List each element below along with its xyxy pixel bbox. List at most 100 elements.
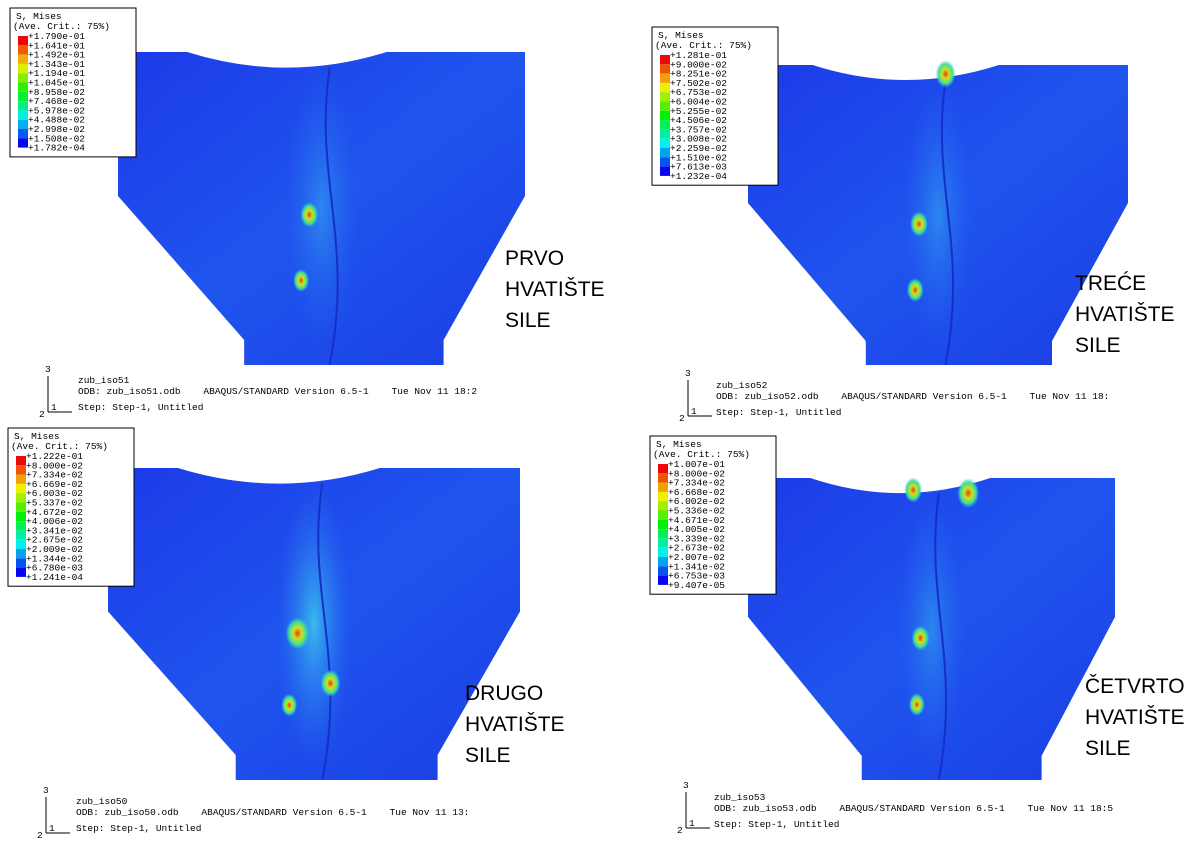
legend-value: +2.673e-02: [668, 543, 725, 554]
legend-value: +1.790e-01: [28, 31, 85, 42]
legend-swatch: [658, 491, 668, 502]
legend-swatch: [660, 120, 670, 130]
load-label: DRUGO: [465, 682, 543, 705]
legend-box: [649, 435, 777, 595]
legend-swatch: [658, 519, 668, 530]
legend-value: +6.668e-02: [668, 487, 725, 498]
legend-value: +2.998e-02: [28, 124, 85, 135]
axis-label: 2: [37, 830, 43, 841]
legend-value: +4.006e-02: [26, 516, 83, 527]
legend-swatch: [658, 529, 668, 539]
legend-value: +1.281e-01: [670, 50, 727, 61]
legend-value: +1.045e-01: [28, 78, 85, 89]
legend-subtitle: (Ave. Crit.: 75%): [655, 40, 752, 51]
legend-swatch: [18, 82, 28, 92]
legend-value: +9.000e-02: [670, 59, 727, 70]
legend-value: +1.782e-04: [28, 143, 85, 154]
axis-label: 3: [43, 785, 49, 796]
axis-label: 3: [45, 364, 51, 375]
axis-label: 3: [685, 368, 691, 379]
load-label: HVATIŠTE: [505, 278, 605, 301]
legend-swatch: [660, 157, 670, 167]
legend-value: +7.613e-03: [670, 162, 727, 173]
step-line: Step: Step-1, Untitled: [76, 823, 201, 834]
load-label: HVATIŠTE: [465, 713, 565, 736]
hotspot: [906, 278, 924, 302]
odb-line: ODB: zub_iso50.odb ABAQUS/STANDARD Versi…: [76, 807, 469, 818]
legend-swatch: [660, 73, 670, 83]
legend-swatch: [660, 101, 670, 111]
legend-value: +4.488e-02: [28, 115, 85, 126]
legend-subtitle: (Ave. Crit.: 75%): [13, 21, 110, 32]
hotspot: [285, 617, 310, 650]
legend-value: +8.000e-02: [668, 468, 725, 479]
legend-swatch: [660, 129, 670, 139]
axis-label: 2: [677, 825, 683, 836]
legend-value: +7.502e-02: [670, 78, 727, 89]
legend-value: +5.336e-02: [668, 506, 725, 517]
legend-swatch: [16, 549, 26, 559]
load-label: SILE: [1085, 737, 1131, 760]
legend-value: +3.008e-02: [670, 134, 727, 145]
odb-line: ODB: zub_iso53.odb ABAQUS/STANDARD Versi…: [714, 803, 1113, 814]
stress-streak: [284, 67, 359, 350]
hotspot: [300, 202, 319, 228]
legend-title: S, Mises: [16, 11, 62, 22]
load-label: HVATIŠTE: [1085, 706, 1185, 729]
hotspot: [908, 693, 925, 716]
legend-swatch: [660, 55, 670, 65]
legend-swatch: [660, 138, 670, 148]
model-name: zub_iso51: [78, 375, 130, 386]
legend-swatch: [18, 73, 28, 83]
legend-value: +1.222e-01: [26, 451, 83, 462]
panel: S, Mises(Ave. Crit.: 75%)+1.790e-01+1.64…: [9, 7, 605, 420]
legend-swatch: [660, 64, 670, 74]
legend-value: +6.753e-02: [670, 87, 727, 98]
axis-label: 2: [679, 413, 685, 424]
legend-value: +1.492e-01: [28, 50, 85, 61]
load-label: ČETVRTO: [1085, 675, 1185, 698]
legend-swatch: [16, 493, 26, 503]
hotspot: [911, 625, 930, 651]
legend-swatch: [660, 166, 670, 176]
legend-swatch: [660, 82, 670, 93]
legend-value: +1.341e-02: [668, 561, 725, 572]
legend-value: +3.341e-02: [26, 525, 83, 536]
legend-title: S, Mises: [658, 30, 704, 41]
legend-value: +4.671e-02: [668, 515, 725, 526]
axis-label: 3: [683, 780, 689, 791]
legend-value: +2.675e-02: [26, 535, 83, 546]
legend-swatch: [658, 566, 668, 576]
legend-swatch: [660, 110, 670, 121]
panel: S, Mises(Ave. Crit.: 75%)+1.222e-01+8.00…: [7, 427, 565, 841]
legend-value: +1.344e-02: [26, 553, 83, 564]
model-name: zub_iso50: [76, 796, 128, 807]
crease: [324, 67, 339, 366]
legend-swatch: [660, 148, 670, 158]
legend-value: +3.757e-02: [670, 124, 727, 135]
hotspot: [293, 269, 310, 292]
crease: [934, 492, 948, 781]
hotspot: [320, 669, 341, 698]
legend-value: +5.978e-02: [28, 105, 85, 116]
legend-box: [651, 26, 779, 186]
legend-value: +1.232e-04: [670, 171, 727, 182]
legend-value: +5.255e-02: [670, 106, 727, 117]
model-name: zub_iso53: [714, 792, 766, 803]
load-label: PRVO: [505, 247, 564, 270]
panel: S, Mises(Ave. Crit.: 75%)+1.281e-01+9.00…: [651, 26, 1175, 424]
load-label: SILE: [465, 744, 511, 767]
legend-swatch: [658, 482, 668, 492]
legend-value: +6.003e-02: [26, 488, 83, 499]
legend-value: +9.407e-05: [668, 580, 725, 591]
crease: [317, 483, 332, 781]
legend-swatch: [658, 538, 668, 548]
legend-swatch: [658, 575, 668, 585]
legend-swatch: [18, 110, 28, 120]
legend-swatch: [658, 464, 668, 474]
axis-label: 1: [691, 406, 697, 417]
legend-swatch: [660, 92, 670, 102]
legend-subtitle: (Ave. Crit.: 75%): [653, 449, 750, 460]
load-label: TREĆE: [1075, 272, 1146, 295]
